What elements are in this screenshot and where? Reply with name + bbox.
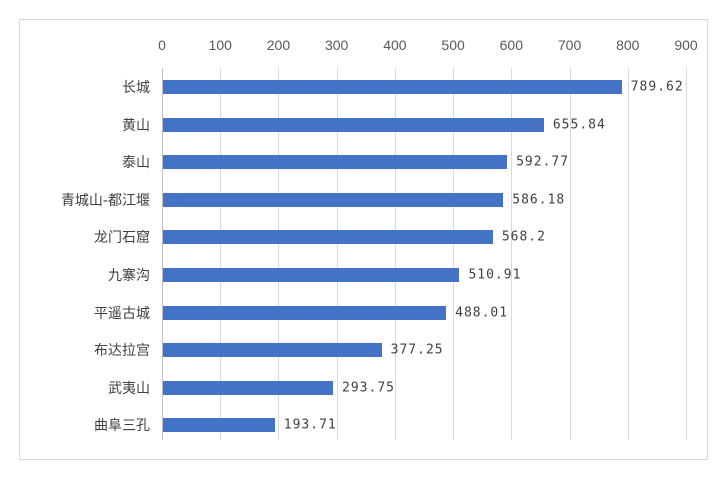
category-label: 武夷山 bbox=[108, 380, 150, 397]
bar bbox=[163, 117, 544, 132]
x-tick-label: 0 bbox=[158, 37, 166, 53]
x-tick-label: 600 bbox=[499, 37, 524, 53]
x-tick-label: 500 bbox=[441, 37, 465, 53]
x-tick-label: 200 bbox=[266, 37, 291, 53]
value-label: 592.77 bbox=[516, 154, 570, 170]
category-label: 曲阜三孔 bbox=[94, 418, 150, 435]
value-label: 193.71 bbox=[283, 417, 337, 433]
gridline bbox=[278, 68, 280, 440]
gridline bbox=[453, 68, 455, 440]
category-label: 黄山 bbox=[122, 117, 150, 134]
x-tick-label: 700 bbox=[557, 37, 582, 53]
gridline bbox=[220, 68, 222, 440]
gridline bbox=[336, 68, 338, 440]
x-tick-label: 300 bbox=[324, 37, 349, 53]
bar bbox=[163, 80, 622, 94]
bar bbox=[163, 155, 508, 170]
value-label: 568.2 bbox=[501, 229, 546, 245]
x-tick-label: 400 bbox=[383, 37, 407, 53]
bar bbox=[163, 192, 504, 207]
category-label: 龙门石窟 bbox=[94, 230, 150, 247]
category-label: 长城 bbox=[122, 80, 150, 96]
value-label: 293.75 bbox=[342, 380, 395, 396]
bar bbox=[163, 230, 493, 245]
value-label: 488.01 bbox=[455, 305, 509, 321]
x-tick-label: 900 bbox=[674, 37, 698, 53]
category-label: 泰山 bbox=[122, 155, 150, 172]
value-label: 789.62 bbox=[630, 79, 684, 95]
gridline bbox=[394, 68, 396, 440]
value-label: 655.84 bbox=[552, 117, 606, 133]
y-axis-line bbox=[162, 68, 163, 440]
category-label: 九寨沟 bbox=[108, 268, 150, 284]
bar bbox=[163, 268, 460, 282]
category-label: 平遥古城 bbox=[94, 305, 150, 322]
x-tick-label: 100 bbox=[208, 37, 232, 53]
value-label: 510.91 bbox=[468, 267, 522, 283]
x-tick-label: 800 bbox=[616, 37, 640, 53]
bar bbox=[163, 418, 275, 433]
bar bbox=[163, 305, 447, 320]
value-label: 377.25 bbox=[390, 342, 444, 358]
bar bbox=[163, 343, 382, 358]
gridline bbox=[686, 68, 687, 440]
gridline bbox=[569, 68, 571, 440]
value-label: 586.18 bbox=[512, 192, 566, 208]
category-label: 青城山-都江堰 bbox=[60, 192, 150, 209]
gridline bbox=[627, 68, 629, 440]
category-label: 布达拉宫 bbox=[94, 343, 150, 360]
bar bbox=[163, 380, 334, 395]
gridline bbox=[511, 68, 513, 440]
